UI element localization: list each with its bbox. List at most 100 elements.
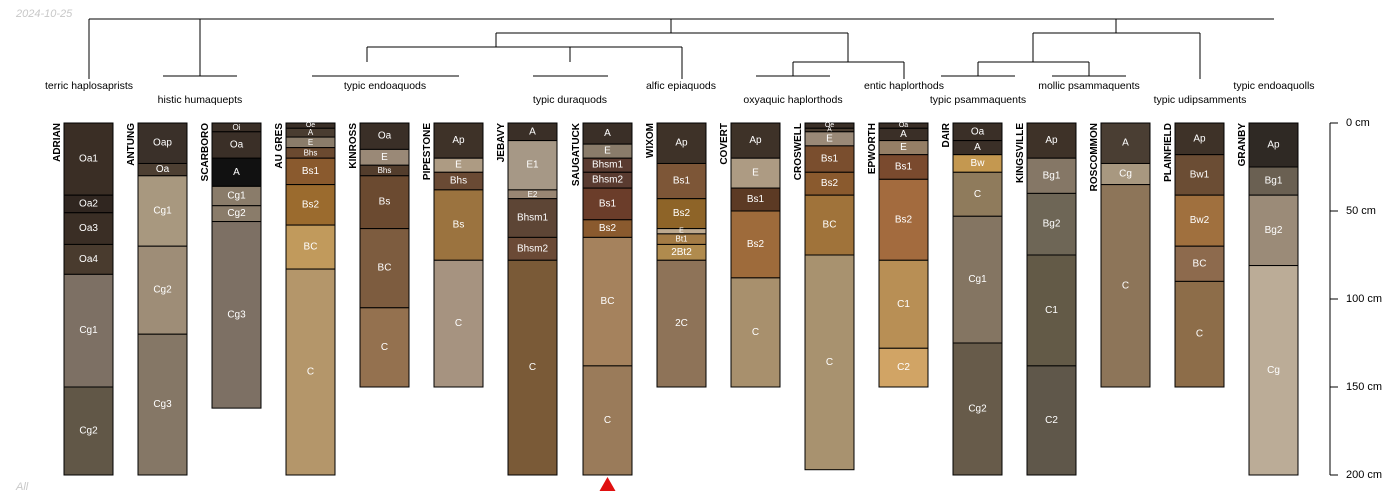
horizon-label: Bhs — [450, 176, 467, 187]
horizon-rect — [137, 175, 188, 247]
horizon-rect — [878, 347, 929, 388]
horizon-label: Bs1 — [747, 194, 765, 205]
horizon-label: Bs2 — [599, 223, 617, 234]
horizon-label: E1 — [526, 160, 539, 171]
horizon-label: Bs2 — [895, 214, 913, 225]
profile-scarboro: Oi Oa A Cg1 Cg2 Cg3 SCARBORO — [200, 122, 262, 409]
horizon-label: Cg1 — [153, 206, 172, 217]
horizon-rect — [804, 254, 855, 471]
horizon-bhsm1: Bhsm1 — [507, 198, 558, 238]
horizon-label: Bs2 — [302, 199, 320, 210]
horizon-c: C — [1174, 280, 1225, 388]
horizon-bs2: Bs2 — [656, 198, 707, 230]
horizon-label: C2 — [897, 362, 910, 373]
taxon-label: typic udipsamments — [1154, 94, 1247, 106]
horizon-oa4: Oa4 — [63, 243, 114, 275]
profile-name: KINGSVILLE — [1015, 123, 1026, 183]
profile-name: COVERT — [719, 123, 730, 165]
horizon-rect — [804, 194, 855, 256]
horizon-cg1: Cg1 — [211, 185, 262, 207]
horizon-label: Bw2 — [1190, 215, 1210, 226]
horizon-label: C — [604, 415, 611, 426]
axis-tick-label: 50 cm — [1346, 205, 1376, 217]
selection-marker-icon — [599, 477, 616, 491]
horizon-rect — [433, 259, 484, 388]
horizon-label: Cg2 — [968, 404, 987, 415]
horizon-bc: BC — [804, 194, 855, 256]
horizon-label: C — [307, 367, 314, 378]
horizon-rect — [804, 145, 855, 173]
axis-tick-label: 0 cm — [1346, 117, 1370, 129]
horizon-label: Bs — [379, 197, 391, 208]
horizon-label: A — [1122, 138, 1129, 149]
horizon-rect — [878, 154, 929, 180]
horizon-rect — [1100, 122, 1151, 164]
horizon-label: C — [974, 189, 981, 200]
horizon-bs1: Bs1 — [804, 145, 855, 173]
horizon-c2: C2 — [878, 347, 929, 388]
taxon-label: terric haplosaprists — [45, 80, 133, 92]
axis-tick-label: 150 cm — [1346, 381, 1382, 393]
horizon-rect — [211, 157, 262, 187]
horizon-bhsm2: Bhsm2 — [582, 171, 633, 189]
taxon-label: oxyaquic haplorthods — [743, 94, 842, 106]
horizon-label: E — [604, 146, 611, 157]
horizon-e: E — [359, 148, 410, 166]
horizon-rect — [63, 386, 114, 476]
horizon-label: C — [826, 357, 833, 368]
profile-name: CROSWELL — [793, 123, 804, 180]
horizon-cg2: Cg2 — [137, 245, 188, 335]
horizon-label: Bs1 — [895, 162, 913, 173]
horizon-rect — [878, 178, 929, 261]
soil-profiles: Oa1 Oa2 Oa3 Oa4 Cg1 Cg2 ADRIAN Oap Oa Cg1 Cg2 Cg3 AN… — [52, 122, 1299, 476]
profile-antung: Oap Oa Cg1 Cg2 Cg3 ANTUNG — [126, 122, 188, 476]
axis-tick-label: 100 cm — [1346, 293, 1382, 305]
horizon-rect — [285, 268, 336, 476]
horizon-label: E — [308, 138, 313, 147]
taxon-label: typic endoaquods — [344, 80, 426, 92]
horizon-label: Cg1 — [968, 274, 987, 285]
horizon-label: Bhsm1 — [592, 160, 624, 171]
horizon-label: Cg2 — [153, 285, 172, 296]
horizon-label: Oa — [378, 131, 392, 142]
horizon-rect — [1100, 184, 1151, 388]
horizon-c: C — [507, 259, 558, 476]
horizon-label: Oa4 — [79, 254, 98, 265]
horizon-rect — [137, 333, 188, 476]
horizon-rect — [656, 162, 707, 200]
horizon-label: Cg1 — [79, 325, 98, 336]
horizon-e: E — [433, 157, 484, 173]
horizon-rect — [730, 210, 781, 279]
horizon-oa: Oa — [952, 122, 1003, 142]
horizon-bg1: Bg1 — [1248, 166, 1299, 196]
horizon-rect — [1026, 365, 1077, 476]
horizon-label: Oa — [971, 126, 985, 137]
horizon-rect — [359, 307, 410, 388]
horizon-label: Cg — [1267, 365, 1280, 376]
horizon-cg: Cg — [1100, 162, 1151, 186]
horizon-bs1: Bs1 — [730, 187, 781, 212]
horizon-label: Cg1 — [227, 191, 246, 202]
horizon-ap: Ap — [1174, 122, 1225, 156]
horizon-label: Cg2 — [79, 426, 98, 437]
horizon-2c: 2C — [656, 259, 707, 388]
horizon-rect — [1174, 154, 1225, 196]
horizon-label: A — [827, 127, 832, 134]
horizon-e: E — [804, 131, 855, 147]
horizon-cg2: Cg2 — [952, 342, 1003, 476]
horizon-label: Bhsm2 — [592, 175, 624, 186]
horizon-a: A — [285, 127, 336, 138]
horizon-label: 2Bt2 — [671, 247, 692, 258]
horizon-rect — [952, 342, 1003, 476]
horizon-label: C1 — [897, 299, 910, 310]
horizon-rect — [285, 224, 336, 270]
horizon-ap: Ap — [730, 122, 781, 159]
profile-roscommon: A Cg C ROSCOMMON — [1089, 122, 1151, 388]
taxon-label: entic haplorthods — [864, 80, 944, 92]
horizon-label: A — [604, 128, 611, 139]
horizon-rect — [582, 187, 633, 221]
horizon-rect — [211, 131, 262, 159]
horizon-c: C — [730, 277, 781, 388]
